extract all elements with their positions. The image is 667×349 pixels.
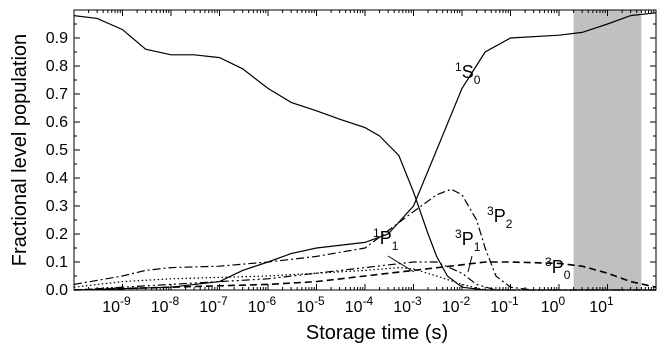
x-tick-label: 10-9 (102, 294, 131, 316)
x-tick-label: 10-7 (199, 294, 228, 316)
y-tick-label: 0.9 (46, 30, 68, 47)
y-tick-label: 0.3 (46, 198, 68, 215)
curve-label: 3P1 (455, 227, 481, 254)
y-tick-label: 0.5 (46, 142, 68, 159)
curve-label: 1S0 (455, 60, 481, 87)
curve-label: 3P0 (545, 255, 571, 282)
y-tick-label: 0.0 (46, 282, 68, 299)
x-tick-label: 10-3 (393, 294, 422, 316)
curve-label: 1P1 (373, 226, 399, 253)
series-line-1 (73, 12, 657, 291)
shaded-region (573, 10, 642, 290)
series-line-2 (73, 188, 656, 291)
series-line-3 (73, 266, 656, 291)
x-tick-label: 10-5 (296, 294, 325, 316)
y-axis-label: Fractional level population (9, 34, 31, 266)
series-line-4 (73, 261, 656, 291)
y-tick-label: 0.1 (46, 254, 68, 271)
series-line-5 (73, 261, 657, 291)
x-tick-label: 10-6 (248, 294, 277, 316)
curve-label: 3P2 (487, 204, 513, 231)
x-tick-label: 10-1 (490, 294, 519, 316)
y-tick-label: 0.6 (46, 114, 68, 131)
y-tick-label: 0.8 (46, 58, 68, 75)
leader-line-1p1 (387, 255, 415, 273)
leader-line-3p1 (467, 255, 473, 273)
x-tick-label: 10-2 (442, 294, 471, 316)
plot-area: 0.0 0.1 0.2 0.3 0.4 0.5 0.6 0.7 0.8 0.9 10-9 10-8 10… (46, 9, 657, 316)
y-tick-label: 0.4 (46, 170, 68, 187)
x-axis-label: Storage time (s) (306, 322, 448, 344)
x-tick-label: 10-4 (345, 294, 374, 316)
x-tick-label: 100 (541, 294, 566, 316)
y-tick-label: 0.7 (46, 86, 68, 103)
x-tick-label: 10-8 (151, 294, 180, 316)
y-tick-label: 0.2 (46, 226, 68, 243)
series-line-0 (73, 15, 656, 291)
x-tick-label: 101 (589, 294, 614, 316)
